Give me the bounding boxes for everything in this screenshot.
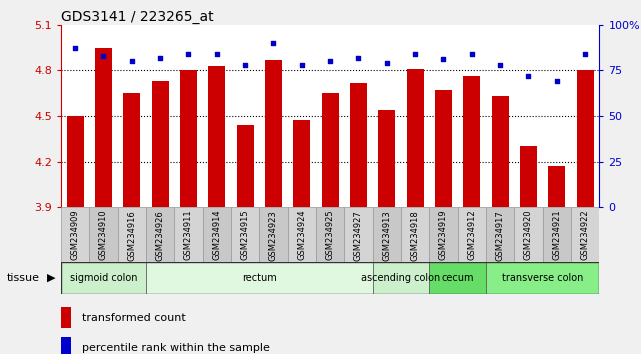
Point (212, 51, 222, 57)
Point (240, 62, 250, 68)
Bar (372, 207, 401, 262)
Bar (237, 125, 254, 207)
Bar (520, 146, 537, 207)
Text: GSM234914: GSM234914 (212, 210, 221, 261)
Bar (492, 96, 509, 207)
Bar (486, 262, 599, 294)
Bar (429, 262, 486, 294)
Bar (463, 76, 480, 207)
Bar (486, 207, 514, 262)
Bar (350, 82, 367, 207)
Bar (265, 60, 282, 207)
Point (98, 53, 108, 59)
Bar (372, 262, 429, 294)
Point (580, 51, 590, 57)
Point (495, 62, 505, 68)
Text: GSM234919: GSM234919 (439, 210, 448, 261)
Bar (146, 207, 174, 262)
Bar (231, 207, 259, 262)
Bar (208, 66, 225, 207)
Text: GSM234921: GSM234921 (553, 210, 562, 261)
Bar (577, 70, 594, 207)
Bar (174, 207, 203, 262)
Bar (61, 207, 89, 262)
Text: GSM234913: GSM234913 (382, 210, 391, 261)
Text: rectum: rectum (242, 273, 277, 283)
Bar (378, 110, 395, 207)
Bar (95, 47, 112, 207)
Point (381, 60, 392, 66)
Point (269, 40, 279, 46)
Point (325, 58, 335, 64)
Bar (67, 116, 83, 207)
Text: GSM234912: GSM234912 (467, 210, 476, 261)
Text: GSM234918: GSM234918 (411, 210, 420, 261)
Text: GSM234923: GSM234923 (269, 210, 278, 261)
Point (127, 58, 137, 64)
Point (70, 46, 80, 51)
Text: GSM234924: GSM234924 (297, 210, 306, 261)
Bar (435, 90, 452, 207)
Text: cecum: cecum (442, 273, 474, 283)
Bar (123, 93, 140, 207)
Point (155, 55, 165, 61)
Bar (548, 166, 565, 207)
Text: GSM234925: GSM234925 (326, 210, 335, 261)
Bar (406, 69, 424, 207)
Bar (151, 81, 169, 207)
Text: tissue: tissue (6, 273, 39, 283)
Text: GSM234910: GSM234910 (99, 210, 108, 261)
Bar (322, 93, 338, 207)
Bar (344, 207, 372, 262)
Text: GSM234926: GSM234926 (156, 210, 165, 261)
Text: GSM234920: GSM234920 (524, 210, 533, 261)
Bar (294, 120, 310, 207)
Bar (117, 207, 146, 262)
Point (438, 57, 449, 62)
Bar (89, 207, 117, 262)
Text: GSM234915: GSM234915 (240, 210, 249, 261)
Bar (61, 262, 146, 294)
Bar (203, 207, 231, 262)
Text: GSM234909: GSM234909 (71, 210, 79, 261)
Text: GSM234927: GSM234927 (354, 210, 363, 261)
Point (183, 51, 194, 57)
Bar (571, 207, 599, 262)
Point (552, 79, 562, 84)
Text: GSM234917: GSM234917 (495, 210, 504, 261)
Bar (259, 207, 288, 262)
Text: transformed count: transformed count (82, 313, 186, 323)
Bar (316, 207, 344, 262)
Bar (61, 337, 71, 354)
Bar (180, 70, 197, 207)
Bar (401, 207, 429, 262)
Text: GDS3141 / 223265_at: GDS3141 / 223265_at (61, 10, 213, 24)
Point (297, 62, 307, 68)
Bar (288, 207, 316, 262)
Text: transverse colon: transverse colon (502, 273, 583, 283)
Text: percentile rank within the sample: percentile rank within the sample (82, 343, 270, 353)
Point (410, 51, 420, 57)
Text: GSM234916: GSM234916 (128, 210, 137, 261)
Bar (514, 207, 543, 262)
Text: ascending colon: ascending colon (362, 273, 440, 283)
Bar (458, 207, 486, 262)
Text: sigmoid colon: sigmoid colon (70, 273, 137, 283)
Point (523, 73, 533, 79)
Bar (146, 262, 372, 294)
Text: ▶: ▶ (47, 273, 55, 283)
Bar (429, 207, 458, 262)
Text: GSM234922: GSM234922 (581, 210, 590, 261)
Point (467, 51, 477, 57)
Text: GSM234911: GSM234911 (184, 210, 193, 261)
Bar (61, 307, 71, 328)
Bar (543, 207, 571, 262)
Point (353, 55, 363, 61)
